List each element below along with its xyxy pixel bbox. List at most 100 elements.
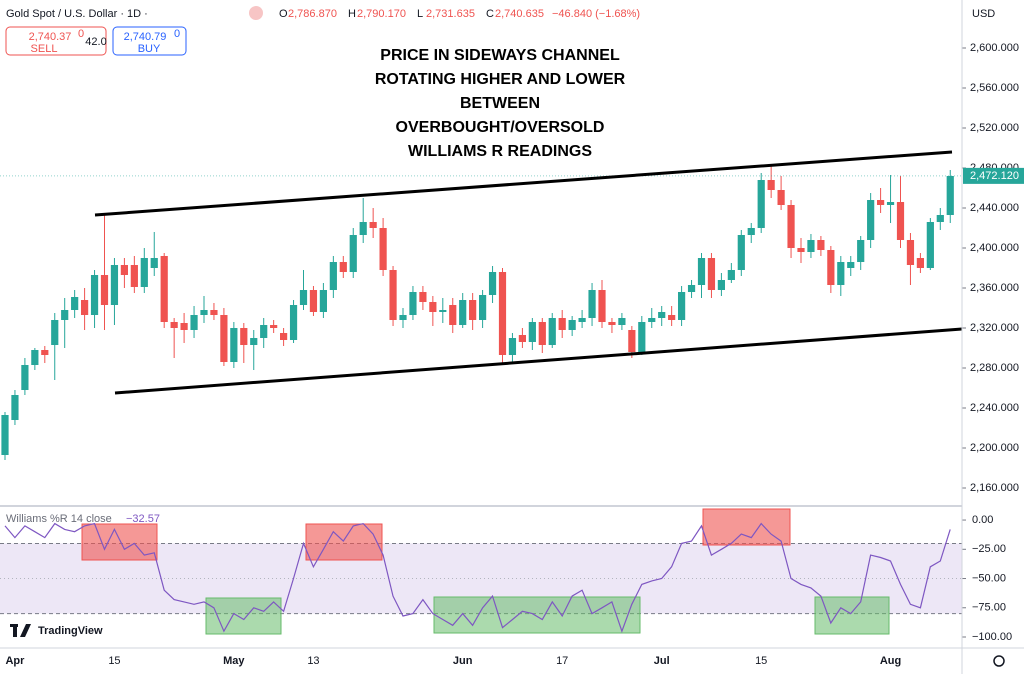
brand: TradingView <box>38 625 103 637</box>
candle-body <box>21 365 29 390</box>
candle-body <box>558 318 566 330</box>
candle-body <box>727 270 735 280</box>
y-tick-label: −100.00 <box>972 631 1012 643</box>
candle-body <box>359 222 367 235</box>
x-tick-label: Aug <box>880 655 901 667</box>
candle-body <box>339 262 347 272</box>
candle-body <box>299 290 308 305</box>
x-tick-label: Apr <box>5 655 25 667</box>
annotation-line: OVERBOUGHT/OVERSOLD <box>396 119 605 136</box>
candle-body <box>180 323 188 330</box>
candle-body <box>757 180 765 228</box>
currency: USD <box>972 8 995 20</box>
overbought-box <box>702 508 791 546</box>
x-tick-label: Jun <box>453 655 473 667</box>
logo <box>13 624 17 637</box>
annotation-line: ROTATING HIGHER AND LOWER <box>375 71 626 88</box>
y-tick-label: 2,600.000 <box>970 42 1019 54</box>
ohlc-value: 2,731.635 <box>426 8 475 20</box>
channel-lower <box>114 327 963 395</box>
logo <box>20 624 31 637</box>
settings-icon[interactable] <box>993 655 1005 667</box>
indicator-value: −32.57 <box>126 513 160 525</box>
candle-body <box>369 222 377 228</box>
buy-button[interactable] <box>112 26 187 56</box>
y-tick-label: 2,560.000 <box>970 82 1019 94</box>
candle-body <box>329 262 337 290</box>
candle-body <box>946 176 954 215</box>
y-tick-label: −75.00 <box>972 602 1006 614</box>
sell-price: 2,740.37 <box>29 31 72 43</box>
candle-body <box>867 200 875 240</box>
channel-upper <box>94 150 953 217</box>
candle-body <box>399 315 407 320</box>
candle-body <box>847 262 855 268</box>
candle-body <box>857 240 865 262</box>
buy-price: 2,740.79 <box>124 31 167 43</box>
candle-body <box>628 330 636 352</box>
candle-body <box>61 310 69 320</box>
candle-body <box>81 300 89 315</box>
candle-body <box>916 258 924 268</box>
candle-body <box>260 325 268 338</box>
oversold-box <box>814 596 890 635</box>
candle-body <box>568 320 576 330</box>
spread: 42.0 <box>85 36 106 48</box>
candle-body <box>827 250 835 285</box>
candle-body <box>120 265 128 275</box>
ohlc-key: O <box>279 8 288 20</box>
candle-body <box>319 290 327 312</box>
candle-body <box>200 310 208 315</box>
buy-price-sup: 0 <box>174 28 180 40</box>
y-tick-label: −25.00 <box>972 543 1006 555</box>
candle-body <box>608 322 616 325</box>
candle-body <box>837 262 845 285</box>
overbought-box <box>81 523 158 561</box>
candle-body <box>508 338 517 355</box>
candle-body <box>926 222 934 268</box>
y-tick-label: 2,240.000 <box>970 402 1019 414</box>
sell-price-sup: 0 <box>78 28 84 40</box>
y-tick-label: 2,440.000 <box>970 202 1019 214</box>
candle-body <box>598 290 606 322</box>
candle-body <box>31 350 39 365</box>
oversold-box <box>205 597 282 635</box>
candle-body <box>896 202 905 240</box>
candle-body <box>548 318 556 345</box>
ohlc-value: 2,790.170 <box>357 8 406 20</box>
ohlc-key: L <box>417 8 423 20</box>
candle-body <box>130 265 138 287</box>
candle-body <box>41 350 49 355</box>
x-tick-label: 15 <box>108 655 120 667</box>
candle-body <box>668 315 676 320</box>
candle-body <box>767 180 775 190</box>
candle-body <box>648 318 656 322</box>
y-tick-label: 2,320.000 <box>970 322 1019 334</box>
x-tick-label: 17 <box>556 655 568 667</box>
candle-body <box>439 310 447 312</box>
y-tick-label: −50.00 <box>972 572 1006 584</box>
ohlc-value: 2,786.870 <box>288 8 337 20</box>
candle-body <box>220 315 228 362</box>
sell-button[interactable] <box>5 26 107 56</box>
y-tick-label: 2,200.000 <box>970 442 1019 454</box>
candle-body <box>240 328 248 345</box>
y-tick-label: 2,160.000 <box>970 482 1019 494</box>
candle-body <box>150 258 158 268</box>
candle-body <box>349 235 357 272</box>
ohlc-key: C <box>486 8 494 20</box>
overbought-box <box>305 523 383 561</box>
candle-body <box>379 228 387 270</box>
ohlc-key: H <box>348 8 356 20</box>
candle-body <box>618 318 626 325</box>
candle-body <box>170 322 178 328</box>
candle-body <box>697 258 706 285</box>
sell-label: SELL <box>31 43 58 55</box>
candle-body <box>389 270 397 320</box>
last-price-label: 2,472.120 <box>970 170 1019 182</box>
x-tick-label: May <box>223 655 245 667</box>
candle-body <box>160 256 168 322</box>
candle-body <box>538 322 546 345</box>
candle-body <box>638 322 646 352</box>
